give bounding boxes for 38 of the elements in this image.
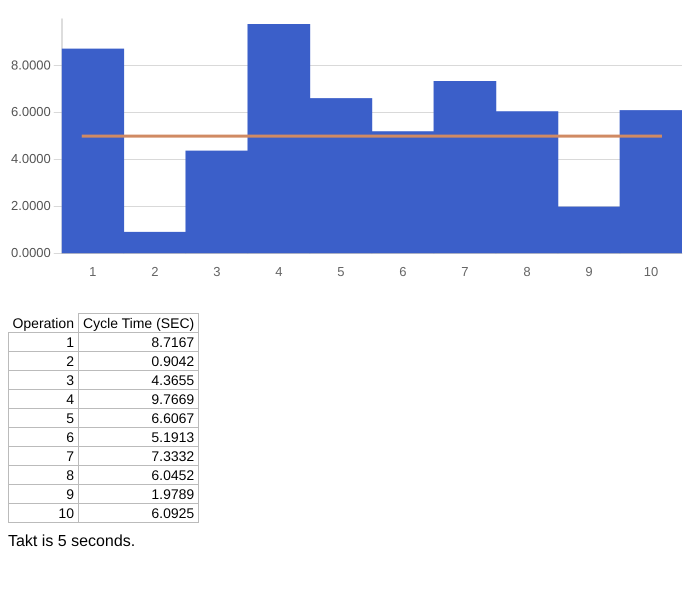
y-tick-label: 2.0000 — [10, 198, 51, 214]
y-tick-label: 8.0000 — [10, 57, 51, 72]
data-label: 6.6067 — [78, 408, 199, 428]
data-label: 6.0925 — [78, 504, 199, 522]
x-tick-label: 9 — [585, 264, 593, 279]
x-tick-label: Cycle Time (SEC) — [78, 314, 199, 332]
data-label: 6.0452 — [78, 466, 199, 484]
x-tick-label: 10 — [644, 264, 658, 279]
y-tick-label: 4 — [8, 390, 78, 408]
y-tick-label: 1 — [8, 332, 78, 352]
x-tick-label: 5 — [337, 264, 344, 279]
y-tick-label: 2 — [8, 352, 78, 370]
data-label: 0.9042 — [78, 352, 199, 370]
y-tick-label: 5 — [8, 408, 78, 428]
x-tick-label: 4 — [275, 264, 282, 279]
data-label: 1.9789 — [78, 484, 199, 504]
x-tick-label: 2 — [151, 264, 158, 279]
data-label: 8.7167 — [78, 332, 199, 352]
y-tick-label: 0.0000 — [10, 244, 51, 260]
x-tick-label: 8 — [523, 264, 531, 279]
x-tick-label: 1 — [89, 264, 96, 279]
y-tick-label: 4.0000 — [10, 151, 51, 166]
y-tick-label: 8 — [8, 466, 78, 484]
data-label: 5.1913 — [78, 428, 199, 446]
y-tick-label: 6.0000 — [10, 104, 51, 120]
text: Takt is 5 seconds. — [8, 533, 136, 551]
y-tick-label: 3 — [8, 370, 78, 390]
y-axis-title: Operation — [12, 314, 75, 332]
y-tick-label: 9 — [8, 484, 78, 504]
x-tick-label: 6 — [399, 264, 407, 279]
y-tick-label: 6 — [8, 428, 78, 446]
data-label: 4.3655 — [78, 370, 199, 390]
data-label: 9.7669 — [78, 390, 199, 408]
x-tick-label: 3 — [213, 264, 220, 279]
data-label: 7.3332 — [78, 446, 199, 466]
y-tick-label: 7 — [8, 446, 78, 466]
y-tick-label: 10 — [8, 504, 78, 522]
x-tick-label: 7 — [461, 264, 469, 279]
